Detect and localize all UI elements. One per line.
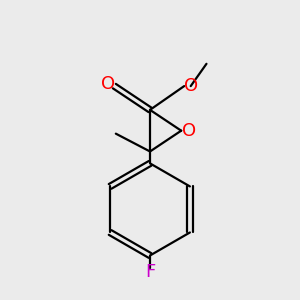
Text: O: O [184, 77, 198, 95]
Text: O: O [101, 75, 115, 93]
Text: F: F [145, 263, 155, 281]
Text: O: O [182, 122, 197, 140]
